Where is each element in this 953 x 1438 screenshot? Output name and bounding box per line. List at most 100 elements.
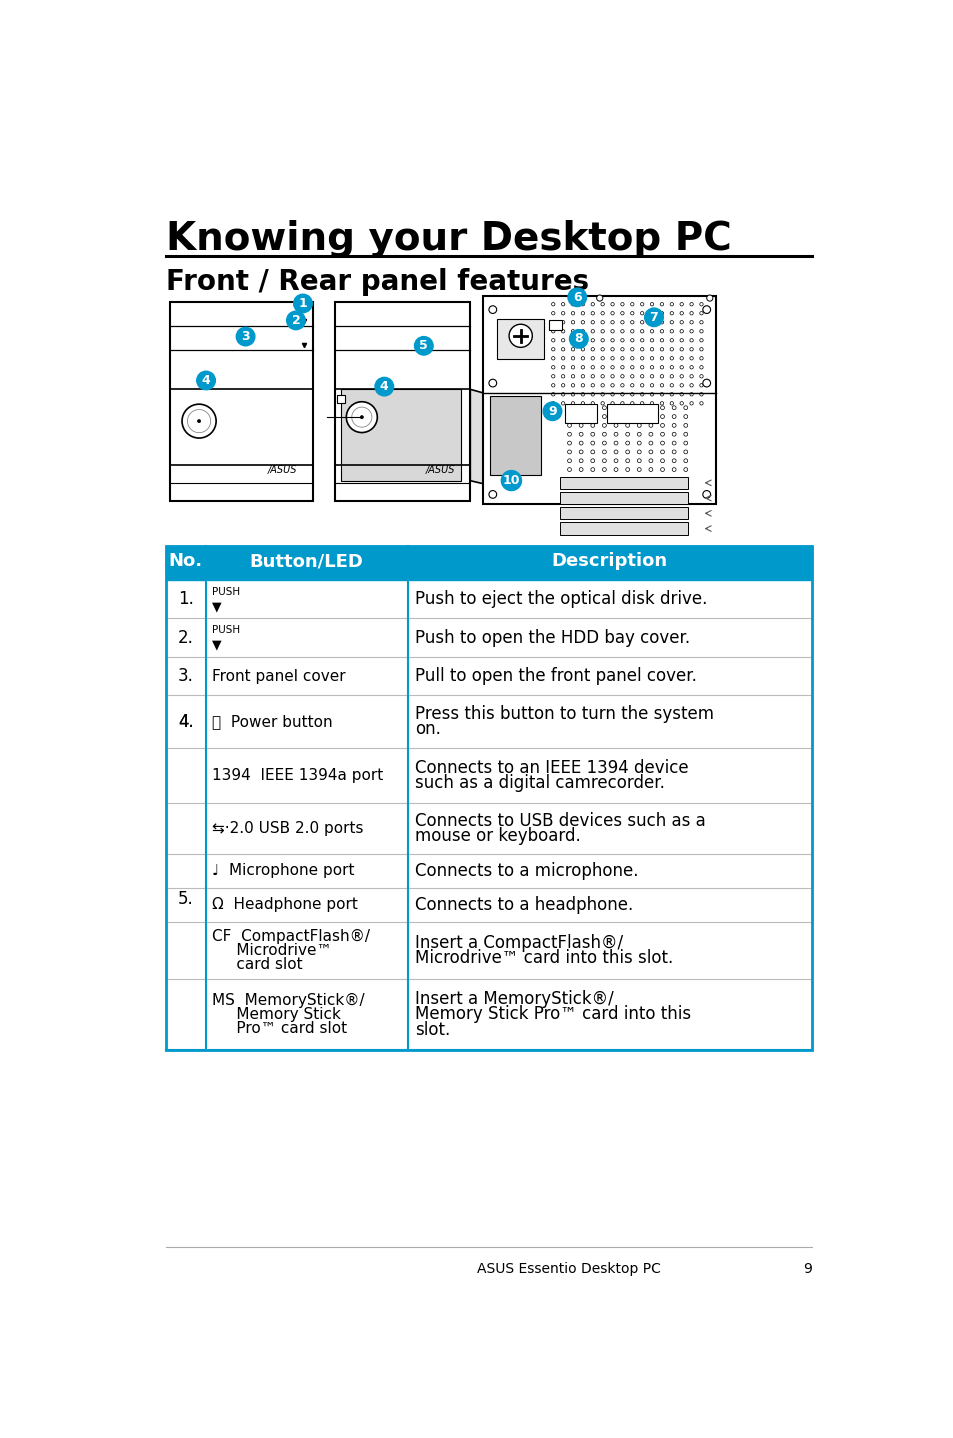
- Bar: [166, 922, 811, 979]
- Circle shape: [648, 423, 652, 427]
- Circle shape: [551, 329, 555, 334]
- Circle shape: [580, 393, 584, 395]
- Circle shape: [637, 433, 640, 436]
- Circle shape: [650, 348, 653, 351]
- Circle shape: [689, 365, 693, 370]
- Text: /ASUS: /ASUS: [425, 464, 455, 475]
- Text: PUSH: PUSH: [212, 587, 240, 597]
- Circle shape: [286, 311, 305, 329]
- Circle shape: [669, 329, 673, 334]
- Bar: [166, 657, 811, 696]
- Circle shape: [659, 375, 663, 378]
- Text: Pull to open the front panel cover.: Pull to open the front panel cover.: [415, 667, 697, 684]
- Circle shape: [700, 302, 702, 306]
- Bar: [549, 321, 561, 329]
- Circle shape: [650, 375, 653, 378]
- Circle shape: [610, 312, 614, 315]
- Circle shape: [683, 441, 687, 444]
- Circle shape: [571, 401, 574, 406]
- Bar: [166, 748, 811, 804]
- Circle shape: [659, 450, 664, 454]
- Text: PUSH: PUSH: [212, 626, 240, 636]
- Text: 1: 1: [298, 298, 307, 311]
- Circle shape: [578, 423, 582, 427]
- Circle shape: [578, 414, 582, 418]
- Circle shape: [500, 470, 521, 490]
- Circle shape: [614, 441, 618, 444]
- Circle shape: [560, 357, 564, 360]
- Circle shape: [236, 328, 254, 345]
- Circle shape: [600, 302, 604, 306]
- Circle shape: [689, 338, 693, 342]
- Circle shape: [591, 338, 594, 342]
- Circle shape: [571, 329, 574, 334]
- Circle shape: [294, 295, 312, 312]
- Text: MS  MemoryStick®/: MS MemoryStick®/: [212, 992, 364, 1008]
- Text: Insert a MemoryStick®/: Insert a MemoryStick®/: [415, 989, 614, 1008]
- Circle shape: [610, 329, 614, 334]
- Circle shape: [614, 414, 618, 418]
- Circle shape: [560, 338, 564, 342]
- Polygon shape: [470, 390, 513, 490]
- Circle shape: [648, 459, 652, 463]
- Circle shape: [679, 375, 682, 378]
- Text: 3.: 3.: [178, 667, 193, 684]
- Circle shape: [648, 450, 652, 454]
- Circle shape: [590, 441, 594, 444]
- Circle shape: [702, 380, 710, 387]
- Circle shape: [571, 321, 574, 324]
- Text: Connects to a headphone.: Connects to a headphone.: [415, 896, 633, 913]
- Circle shape: [659, 348, 663, 351]
- Circle shape: [700, 329, 702, 334]
- Circle shape: [578, 459, 582, 463]
- Circle shape: [600, 401, 604, 406]
- Circle shape: [650, 384, 653, 387]
- Bar: [166, 804, 811, 854]
- Text: 5: 5: [419, 339, 428, 352]
- Circle shape: [560, 384, 564, 387]
- Circle shape: [560, 329, 564, 334]
- Bar: [335, 302, 470, 500]
- Circle shape: [346, 401, 377, 433]
- Circle shape: [580, 338, 584, 342]
- Circle shape: [630, 393, 634, 395]
- Circle shape: [580, 329, 584, 334]
- Circle shape: [669, 321, 673, 324]
- Bar: [564, 404, 597, 423]
- Circle shape: [591, 393, 594, 395]
- Circle shape: [700, 321, 702, 324]
- Circle shape: [650, 302, 653, 306]
- Circle shape: [620, 384, 623, 387]
- Circle shape: [600, 338, 604, 342]
- Circle shape: [648, 441, 652, 444]
- Circle shape: [700, 365, 702, 370]
- Circle shape: [571, 348, 574, 351]
- Circle shape: [620, 338, 623, 342]
- Circle shape: [620, 365, 623, 370]
- Circle shape: [352, 407, 372, 427]
- Text: Knowing your Desktop PC: Knowing your Desktop PC: [166, 220, 731, 259]
- Circle shape: [672, 450, 676, 454]
- Circle shape: [602, 441, 606, 444]
- Circle shape: [560, 302, 564, 306]
- Circle shape: [650, 365, 653, 370]
- Circle shape: [672, 423, 676, 427]
- Circle shape: [637, 467, 640, 472]
- Circle shape: [672, 467, 676, 472]
- Circle shape: [590, 459, 594, 463]
- Circle shape: [659, 393, 663, 395]
- Bar: [166, 618, 811, 657]
- Circle shape: [683, 459, 687, 463]
- Circle shape: [659, 312, 663, 315]
- Circle shape: [551, 365, 555, 370]
- Circle shape: [590, 450, 594, 454]
- Bar: [336, 395, 344, 403]
- Circle shape: [571, 302, 574, 306]
- Circle shape: [639, 401, 643, 406]
- Circle shape: [569, 329, 587, 348]
- Circle shape: [630, 384, 634, 387]
- Circle shape: [509, 324, 532, 348]
- Circle shape: [602, 459, 606, 463]
- Bar: [341, 390, 460, 480]
- Text: slot.: slot.: [415, 1021, 450, 1038]
